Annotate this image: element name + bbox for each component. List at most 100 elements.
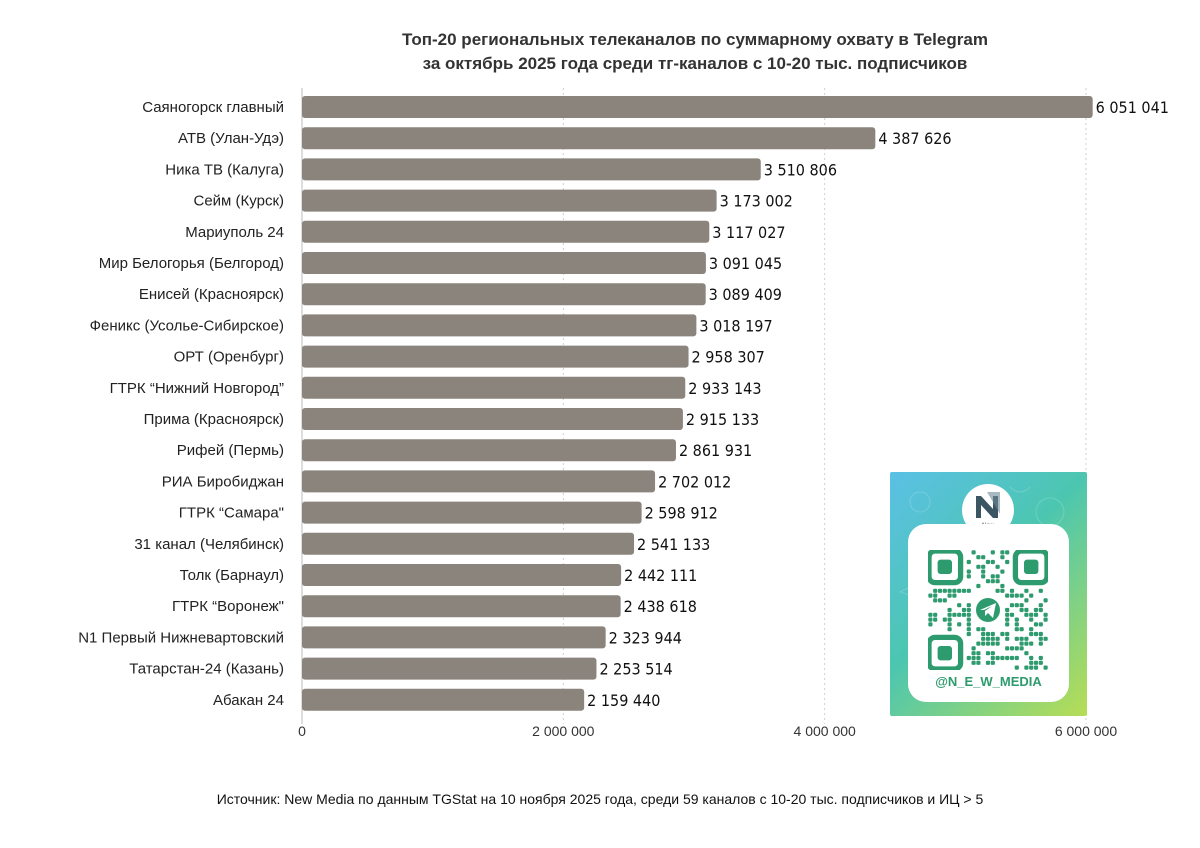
x-tick-label: 4 000 000 bbox=[794, 723, 856, 739]
qr-module bbox=[1024, 612, 1029, 617]
value-label: 3 018 197 bbox=[699, 316, 772, 335]
bar bbox=[302, 470, 656, 493]
qr-module bbox=[976, 583, 981, 589]
qr-module bbox=[966, 617, 971, 622]
source-note: Источник: New Media по данным TGStat на … bbox=[216, 791, 984, 807]
qr-module bbox=[933, 593, 938, 598]
bar bbox=[302, 439, 676, 462]
qr-finder bbox=[1012, 550, 1048, 586]
qr-module bbox=[957, 622, 962, 627]
qr-module bbox=[928, 593, 933, 598]
qr-module bbox=[971, 646, 976, 651]
qr-module bbox=[1014, 622, 1019, 627]
category-label: 31 канал (Челябинск) bbox=[134, 536, 284, 553]
qr-module bbox=[976, 651, 981, 656]
qr-module bbox=[995, 636, 1000, 641]
value-label: 2 541 133 bbox=[637, 535, 710, 554]
qr-module bbox=[1009, 655, 1015, 661]
qr-module bbox=[976, 655, 981, 661]
qr-module bbox=[981, 631, 986, 637]
qr-module bbox=[1009, 612, 1015, 617]
qr-module bbox=[957, 612, 962, 617]
qr-module bbox=[1029, 612, 1034, 617]
value-label: 2 442 111 bbox=[624, 566, 697, 585]
chart-title-line-1: Топ-20 региональных телеканалов по сумма… bbox=[402, 30, 988, 49]
bar bbox=[302, 96, 1093, 118]
chart-title: Топ-20 региональных телеканалов по сумма… bbox=[300, 28, 1090, 76]
qr-module bbox=[947, 588, 952, 593]
qr-code-card[interactable]: New Media @N_E_W_MEDIA bbox=[890, 472, 1087, 716]
value-label: 6 051 041 bbox=[1096, 98, 1169, 117]
bar bbox=[302, 657, 597, 680]
qr-module bbox=[985, 631, 991, 637]
qr-module bbox=[1005, 655, 1010, 661]
qr-module bbox=[947, 617, 952, 622]
qr-module bbox=[947, 593, 952, 598]
qr-module bbox=[1033, 660, 1039, 665]
qr-module bbox=[1033, 612, 1039, 617]
qr-module bbox=[1000, 569, 1005, 574]
category-label: Сейм (Курск) bbox=[194, 193, 285, 210]
qr-module bbox=[990, 579, 995, 584]
category-label: ОРТ (Оренбург) bbox=[174, 349, 284, 366]
value-label: 2 323 944 bbox=[609, 628, 682, 647]
x-axis-ticks: 0 2 000 000 4 000 000 6 000 000 bbox=[298, 723, 1117, 739]
qr-module bbox=[933, 598, 938, 603]
qr-module bbox=[1024, 636, 1029, 641]
qr-module bbox=[1033, 631, 1039, 637]
qr-module bbox=[1029, 641, 1034, 646]
qr-module bbox=[1043, 636, 1048, 641]
bar bbox=[302, 532, 635, 555]
qr-module bbox=[995, 641, 1000, 646]
qr-module bbox=[981, 636, 986, 641]
bar bbox=[302, 408, 683, 430]
qr-module bbox=[1019, 593, 1024, 598]
qr-module bbox=[1043, 617, 1048, 622]
qr-module bbox=[976, 660, 981, 665]
category-label: Татарстан-24 (Казань) bbox=[129, 661, 284, 678]
bar bbox=[302, 626, 606, 649]
telegram-handle[interactable]: @N_E_W_MEDIA bbox=[935, 674, 1042, 689]
qr-module bbox=[976, 641, 981, 646]
qr-module bbox=[1033, 622, 1039, 627]
value-label: 2 253 514 bbox=[599, 660, 672, 679]
qr-module bbox=[937, 588, 943, 593]
category-label: ГТРК “Воронеж" bbox=[172, 598, 284, 615]
qr-module bbox=[1014, 603, 1019, 608]
category-label: Феникс (Усолье-Сибирское) bbox=[90, 317, 284, 334]
bar bbox=[302, 345, 689, 368]
value-label: 4 387 626 bbox=[878, 129, 951, 148]
value-label: 3 091 045 bbox=[709, 254, 782, 273]
value-labels: 6 051 041 4 387 626 3 510 806 3 173 002 3 11… bbox=[587, 98, 1169, 710]
qr-module bbox=[1024, 607, 1029, 613]
qr-module bbox=[942, 588, 947, 593]
qr-module bbox=[1014, 593, 1019, 598]
qr-module bbox=[966, 607, 971, 613]
qr-module bbox=[1005, 646, 1010, 651]
qr-code[interactable] bbox=[928, 550, 1048, 670]
qr-module bbox=[957, 588, 962, 593]
qr-module bbox=[933, 617, 938, 622]
qr-module bbox=[1014, 655, 1019, 661]
qr-module bbox=[976, 627, 981, 632]
qr-module bbox=[1005, 636, 1010, 641]
qr-module bbox=[985, 636, 991, 641]
qr-module bbox=[990, 660, 995, 665]
qr-module bbox=[1043, 598, 1048, 603]
qr-module bbox=[1009, 646, 1015, 651]
qr-module bbox=[1038, 631, 1043, 637]
qr-module bbox=[985, 660, 991, 665]
qr-module bbox=[928, 617, 933, 622]
qr-module bbox=[1014, 617, 1019, 622]
qr-module bbox=[933, 588, 938, 593]
category-label: ГТРК “Самара" bbox=[179, 505, 284, 522]
bar bbox=[302, 564, 622, 586]
qr-module bbox=[985, 651, 991, 656]
qr-module bbox=[981, 564, 986, 569]
qr-module bbox=[966, 603, 971, 608]
qr-module bbox=[952, 612, 957, 617]
qr-module bbox=[990, 631, 995, 637]
x-tick-label: 2 000 000 bbox=[532, 723, 594, 739]
qr-module bbox=[966, 627, 971, 632]
